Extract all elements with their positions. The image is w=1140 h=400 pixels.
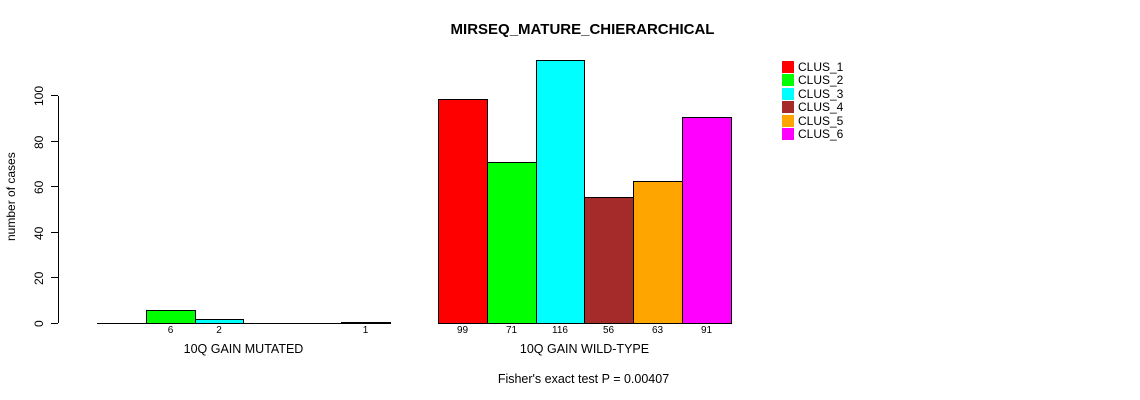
bar-value-label: 99 xyxy=(456,324,469,336)
y-axis-tick xyxy=(51,95,58,97)
bar-clus-4-10q-gain-wild-type xyxy=(584,197,634,324)
bar-value-label: 2 xyxy=(216,324,222,336)
bar-value-label: 56 xyxy=(602,324,615,336)
bar-clus-6-10q-gain-mutated xyxy=(341,322,391,324)
legend: CLUS_1 CLUS_2 CLUS_3 CLUS_4 CLUS_5 CLUS_6 xyxy=(782,61,843,141)
bar-value-label: 71 xyxy=(505,324,518,336)
bar-value-label: 63 xyxy=(651,324,664,336)
bar-value-label: 6 xyxy=(167,324,174,336)
bar-clus-3-10q-gain-wild-type xyxy=(536,60,585,324)
legend-row-clus-3: CLUS_3 xyxy=(782,86,844,101)
group-label-10q-gain-wild-type: 10Q GAIN WILD-TYPE xyxy=(519,342,650,356)
bar-clus-5-10q-gain-wild-type xyxy=(633,181,683,324)
legend-row-clus-2: CLUS_2 xyxy=(782,73,844,88)
legend-row-clus-6: CLUS_6 xyxy=(782,126,844,141)
bar-value-label: 116 xyxy=(552,324,568,336)
legend-row-clus-4: CLUS_4 xyxy=(782,100,844,115)
y-axis-line xyxy=(58,96,59,323)
bar-clus-6-10q-gain-wild-type xyxy=(682,117,732,324)
bar-clus-2-10q-gain-mutated xyxy=(146,310,196,324)
legend-label-clus-2: CLUS_2 xyxy=(798,73,844,88)
bar-value-label: 1 xyxy=(362,324,369,336)
legend-row-clus-1: CLUS_1 xyxy=(782,61,843,73)
y-axis-tick-label: 60 xyxy=(32,180,46,195)
y-axis-tick xyxy=(51,231,58,233)
y-axis-tick-label: 40 xyxy=(32,226,46,240)
bar-value-label: 91 xyxy=(700,324,713,336)
legend-swatch-clus-1 xyxy=(782,61,794,73)
y-axis-tick-label: 0 xyxy=(32,320,46,328)
bar-clus-3-10q-gain-mutated xyxy=(195,319,244,324)
legend-swatch-clus-6 xyxy=(782,127,794,140)
group-label-10q-gain-mutated: 10Q GAIN MUTATED xyxy=(183,342,304,356)
legend-label-clus-5: CLUS_5 xyxy=(798,113,844,128)
legend-label-clus-1: CLUS_1 xyxy=(798,60,844,74)
legend-label-clus-6: CLUS_6 xyxy=(798,126,844,141)
y-axis-tick xyxy=(51,140,58,142)
legend-swatch-clus-5 xyxy=(782,114,794,127)
legend-swatch-clus-2 xyxy=(782,74,794,87)
y-axis-tick xyxy=(51,277,58,279)
y-axis-tick xyxy=(51,186,58,188)
legend-swatch-clus-4 xyxy=(782,101,794,114)
legend-label-clus-3: CLUS_3 xyxy=(798,86,844,101)
bar-clus-1-10q-gain-wild-type xyxy=(438,99,488,324)
y-axis-tick-label: 80 xyxy=(32,135,46,149)
bar-clus-2-10q-gain-wild-type xyxy=(487,162,537,324)
legend-row-clus-5: CLUS_5 xyxy=(782,113,844,128)
footer-note: Fisher's exact test P = 0.00407 xyxy=(497,372,670,386)
chart-title: MIRSEQ_MATURE_CHIERARCHICAL xyxy=(450,21,715,38)
legend-swatch-clus-3 xyxy=(782,87,794,100)
y-axis-tick xyxy=(51,323,58,324)
legend-label-clus-4: CLUS_4 xyxy=(798,100,844,115)
y-axis-tick-label: 100 xyxy=(32,86,46,107)
y-axis-tick-label: 20 xyxy=(32,271,46,286)
